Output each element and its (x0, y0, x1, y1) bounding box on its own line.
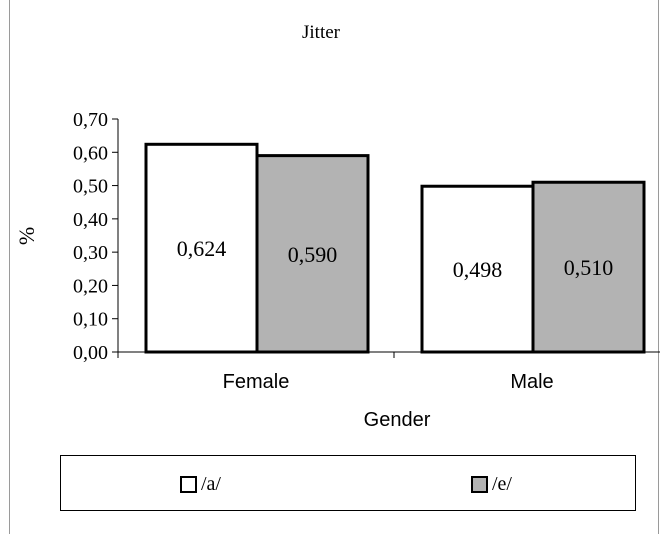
bar-e-female (255, 154, 370, 354)
y-axis-label: % (14, 227, 39, 245)
chart-frame (9, 0, 659, 534)
y-tick-label: 0,30 (73, 242, 108, 264)
bar-a-female (144, 142, 259, 354)
y-tick-label: 0,50 (73, 176, 108, 198)
y-tick-label: 0,70 (73, 109, 108, 131)
x-axis-label: Gender (364, 409, 431, 431)
data-label: 0,498 (453, 257, 503, 282)
y-tick-label: 0,00 (73, 342, 108, 364)
y-tick-label: 0,60 (73, 142, 108, 164)
legend-item-e: /e/ (471, 473, 512, 496)
chart-title: Jitter (302, 22, 341, 43)
data-label: 0,510 (564, 255, 614, 280)
x-tick-label: Female (223, 371, 290, 393)
y-axis: 0,00 0,10 0,20 0,30 0,40 0,50 0,60 0,70 (73, 109, 119, 364)
legend-item-a: /a/ (180, 473, 221, 496)
legend-label-a: /a/ (201, 473, 221, 495)
y-tick-label: 0,40 (73, 209, 108, 231)
data-label: 0,590 (288, 242, 338, 267)
legend-swatch-a (180, 476, 197, 493)
bars-group: 0,624 0,590 0,498 0,510 (144, 142, 646, 354)
bar-e-male (531, 180, 646, 354)
legend-label-e: /e/ (492, 473, 512, 495)
legend: /a/ /e/ (60, 455, 636, 511)
y-tick-label: 0,10 (73, 309, 108, 331)
data-label: 0,624 (177, 236, 227, 261)
x-tick-label: Male (510, 371, 553, 393)
x-axis: Female Male (117, 351, 660, 393)
y-tick-label: 0,20 (73, 275, 108, 297)
legend-swatch-e (471, 476, 488, 493)
